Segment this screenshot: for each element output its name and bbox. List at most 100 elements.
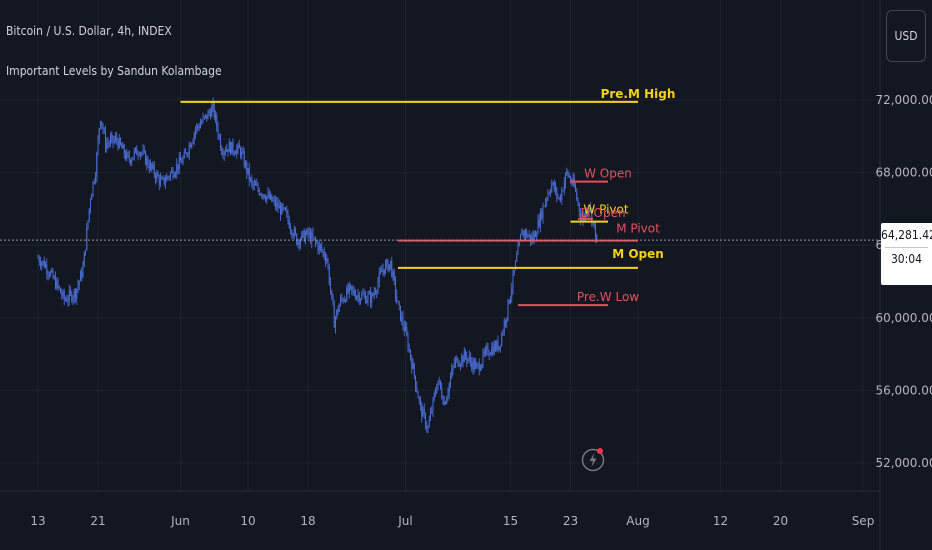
candle-body — [543, 205, 545, 207]
candle-body — [418, 397, 420, 400]
level-label: W Open — [584, 167, 632, 181]
candle-body — [117, 140, 119, 148]
candle-body — [136, 147, 138, 155]
candle-body — [300, 239, 301, 245]
x-tick-label: 23 — [563, 514, 578, 528]
candle-body — [527, 235, 529, 238]
candle-body — [547, 193, 549, 199]
x-tick-label: Jul — [397, 514, 412, 528]
candle-body — [321, 246, 323, 251]
candle-body — [77, 285, 79, 290]
candle-body — [367, 294, 369, 301]
candle-body — [582, 214, 584, 221]
candle-body — [248, 168, 250, 180]
level-label: D Open — [580, 206, 625, 220]
candle-body — [533, 233, 535, 242]
candle-body — [160, 178, 161, 185]
candle-body — [525, 231, 526, 236]
candle-body — [422, 409, 424, 417]
candle-body — [310, 232, 311, 243]
candle-body — [186, 152, 188, 155]
indicator-title[interactable]: Important Levels by Sandun Kolambage — [6, 64, 222, 78]
candle-body — [522, 230, 524, 235]
candle-body — [447, 392, 449, 398]
candle-body — [558, 197, 560, 199]
candle-body — [593, 221, 595, 225]
candle-body — [566, 170, 568, 174]
candle-body — [511, 288, 513, 297]
candle-body — [253, 183, 255, 186]
candle-body — [170, 172, 171, 178]
candle-body — [131, 159, 133, 163]
x-tick-label: Jun — [170, 514, 190, 528]
candle-body — [495, 344, 496, 350]
candle-body — [243, 152, 245, 167]
candle-body — [201, 122, 203, 124]
candle-body — [421, 404, 423, 417]
candle-body — [228, 142, 230, 153]
candle-body — [45, 264, 46, 268]
candle-body — [256, 184, 258, 186]
candle-body — [120, 138, 121, 145]
candle-body — [108, 143, 110, 145]
candle-body — [561, 190, 563, 200]
candle-body — [402, 316, 404, 326]
candle-body — [130, 159, 131, 163]
candle-body — [176, 164, 178, 174]
candle-body — [461, 356, 463, 365]
candle-body — [575, 186, 576, 192]
candle-body — [368, 292, 370, 295]
candle-body — [361, 294, 363, 300]
candle-body — [263, 194, 265, 198]
candle-body — [151, 163, 153, 168]
lightning-icon[interactable] — [580, 446, 606, 472]
candle-body — [128, 155, 130, 160]
candle-body — [153, 164, 155, 175]
candle-body — [526, 231, 528, 238]
time-axis[interactable]: 13 21 Jun 10 18 Jul 15 23 Aug 12 20 Sep — [30, 514, 874, 528]
candle-body — [410, 349, 411, 359]
candle-body — [273, 199, 275, 201]
y-tick-label: 60,000.00 — [875, 311, 932, 325]
candle-body — [46, 264, 48, 274]
candle-body — [505, 321, 506, 323]
candle-body — [458, 365, 460, 367]
candle-body — [478, 363, 480, 371]
candle-body — [588, 208, 590, 213]
candle-body — [512, 272, 514, 289]
candle-body — [336, 309, 338, 318]
candle-body — [55, 277, 56, 289]
candle-body — [51, 270, 53, 272]
candle-body — [383, 269, 385, 274]
candle-body — [366, 300, 368, 303]
level-label: Pre.M High — [601, 87, 676, 101]
candle-body — [480, 368, 481, 371]
candle-body — [101, 121, 103, 126]
candle-body — [382, 269, 384, 272]
candle-body — [343, 299, 345, 302]
candlestick-series — [37, 97, 598, 434]
x-tick-label: 20 — [773, 514, 788, 528]
candle-body — [102, 125, 104, 131]
candle-body — [570, 177, 571, 182]
candle-body — [56, 280, 58, 289]
candle-body — [98, 128, 100, 139]
level-label: M Open — [612, 247, 664, 261]
candle-body — [541, 210, 543, 219]
candle-body — [192, 140, 194, 144]
candle-body — [213, 102, 215, 118]
candle-body — [173, 175, 175, 178]
candle-body — [250, 178, 251, 180]
candle-body — [323, 251, 325, 257]
candle-body — [498, 346, 500, 351]
candle-body — [287, 212, 289, 221]
symbol-title[interactable]: Bitcoin / U.S. Dollar, 4h, INDEX — [6, 24, 172, 38]
candle-body — [388, 264, 390, 271]
currency-button[interactable]: USD — [886, 10, 926, 62]
candle-body — [197, 125, 199, 127]
candle-body — [315, 238, 316, 242]
candle-body — [373, 292, 375, 296]
candle-body — [411, 358, 413, 369]
candle-body — [331, 290, 333, 295]
